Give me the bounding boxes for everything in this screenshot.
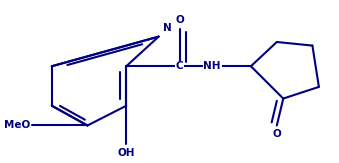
Text: NH: NH: [203, 61, 221, 71]
Text: OH: OH: [118, 148, 135, 158]
Text: C: C: [176, 61, 183, 71]
Text: O: O: [273, 129, 281, 139]
Text: N: N: [162, 23, 171, 33]
Text: MeO: MeO: [4, 120, 30, 131]
Text: O: O: [175, 15, 184, 25]
